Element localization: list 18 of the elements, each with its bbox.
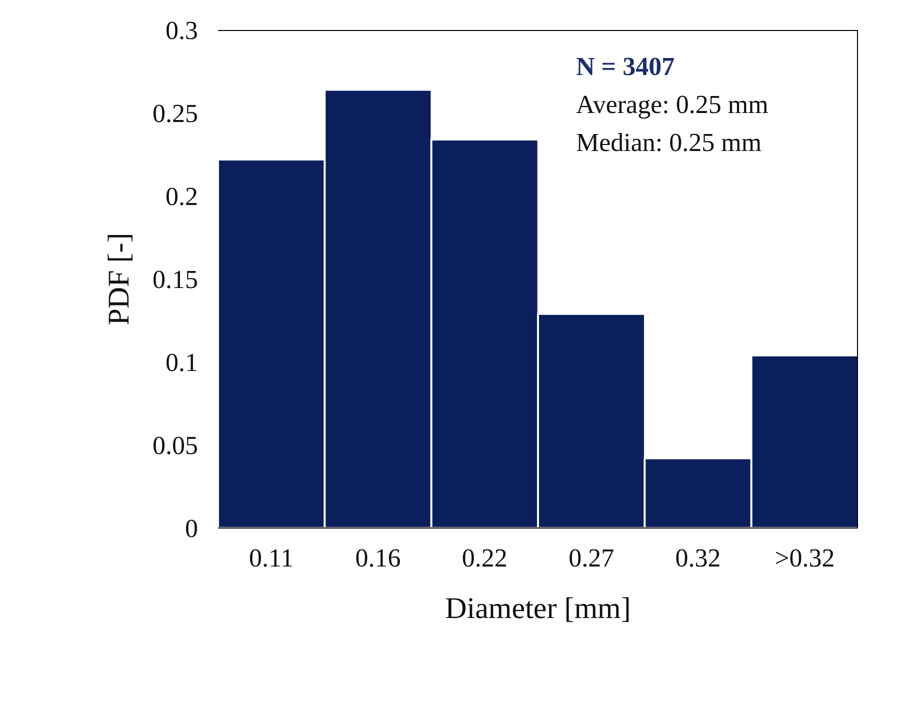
x-axis-title: Diameter [mm] [445,592,631,625]
y-tick-label: 0.15 [152,265,198,294]
x-tick-label: >0.32 [774,543,835,572]
annotation: N = 3407 [576,51,676,83]
y-tick-label: 0.3 [166,16,198,46]
annotation: Average: 0.25 mm [576,89,768,121]
x-tick-label: 0.16 [355,543,401,572]
y-tick-label: 0.2 [166,182,198,212]
y-tick-label: 0.05 [152,431,198,460]
y-tick-label: 0.1 [166,348,198,378]
x-tick-label: 0.22 [462,543,508,572]
y-tick-label: 0 [185,514,198,544]
x-tick-label: 0.27 [568,543,614,572]
x-tick-label: 0.11 [249,543,294,572]
y-tick-label: 0.25 [152,99,198,128]
annotation: Median: 0.25 mm [576,127,763,159]
y-axis-title: PDF [-] [102,232,136,326]
x-tick-label: 0.32 [675,543,721,572]
